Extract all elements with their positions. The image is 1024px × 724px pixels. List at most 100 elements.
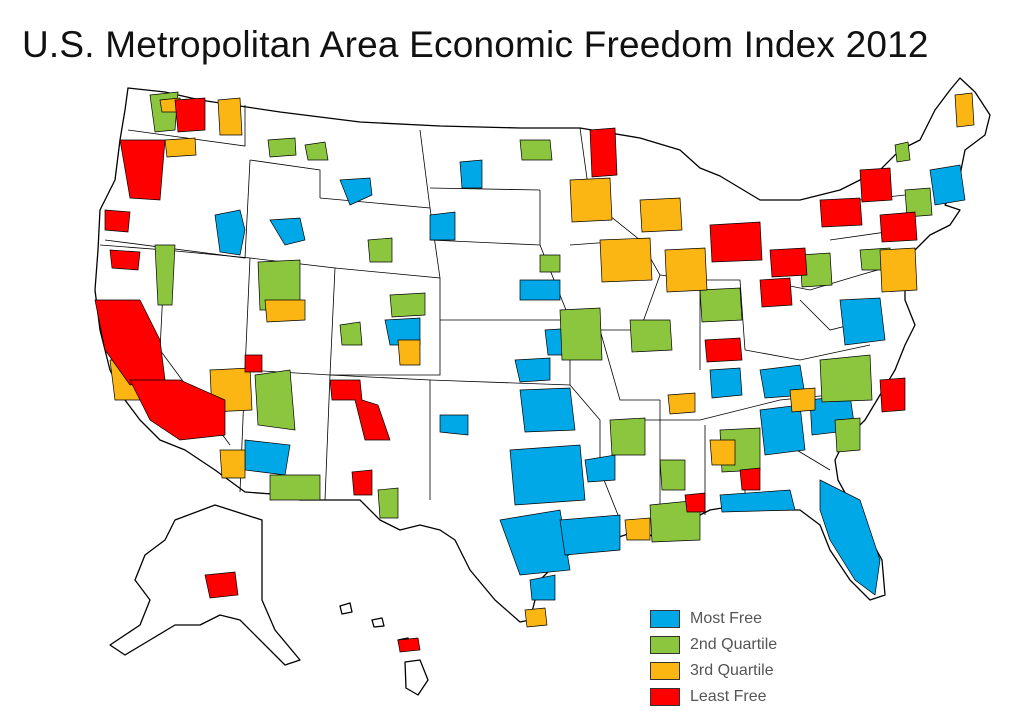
metro-iowa xyxy=(519,279,561,301)
metro-california-north xyxy=(109,249,141,271)
metro-ny-upstate xyxy=(904,187,933,218)
metro-minnesota-north xyxy=(589,127,618,178)
metro-kansas xyxy=(514,357,551,383)
metro-ohio-east xyxy=(769,247,808,278)
metro-arizona-east xyxy=(254,369,296,431)
legend-label: 3rd Quartile xyxy=(690,662,774,679)
metro-indiana-south xyxy=(704,337,743,363)
metro-regions xyxy=(94,91,975,653)
metro-wyoming xyxy=(367,237,393,263)
metro-colorado-north xyxy=(389,292,426,318)
legend-swatch xyxy=(650,662,680,680)
metro-new-mexico-red xyxy=(329,379,391,441)
metro-louisiana-west xyxy=(559,514,621,556)
metro-minnesota xyxy=(519,139,553,161)
metro-maine-north xyxy=(954,92,975,128)
metro-alabama-south xyxy=(624,517,651,541)
alaska-outline xyxy=(109,504,301,666)
metro-texas-north xyxy=(509,444,586,506)
metro-maryland xyxy=(879,377,906,413)
metro-wisconsin xyxy=(569,177,613,223)
metro-seattle xyxy=(174,97,206,133)
metro-virginia xyxy=(839,297,886,346)
metro-maine xyxy=(894,141,911,163)
metro-ohio xyxy=(699,287,743,323)
metro-arizona-south xyxy=(269,474,321,501)
metro-utah-south xyxy=(264,299,306,323)
metro-missouri-east xyxy=(559,307,603,361)
metro-kentucky xyxy=(759,277,793,308)
metro-new-york-west xyxy=(819,197,863,228)
least-free-metros xyxy=(94,97,918,653)
metro-ohio-south xyxy=(789,387,816,413)
metro-chicago xyxy=(709,221,763,263)
legend-item-least-free: Least Free xyxy=(650,684,850,710)
metro-illinois-north xyxy=(599,237,653,283)
metro-oregon-south xyxy=(104,209,131,233)
legend-item-3rd-quartile: 3rd Quartile xyxy=(650,658,850,684)
metro-arkansas xyxy=(584,454,616,483)
legend: Most Free 2nd Quartile 3rd Quartile Leas… xyxy=(650,606,850,710)
metro-new-york-north xyxy=(859,167,893,203)
metro-georgia-south xyxy=(709,439,736,466)
metro-idaho xyxy=(217,97,243,136)
metro-nevada-south xyxy=(244,354,263,373)
legend-label: 2nd Quartile xyxy=(690,636,778,653)
metro-nebraska xyxy=(539,254,561,273)
metro-florida xyxy=(819,479,881,596)
metro-nevada xyxy=(154,244,176,306)
hawaii-island-big xyxy=(404,659,429,696)
legend-label: Least Free xyxy=(690,688,767,705)
metro-idaho-east xyxy=(269,217,306,246)
metro-portland xyxy=(119,139,166,201)
hawaii-island-kauai xyxy=(339,602,353,615)
metro-texas-south xyxy=(529,574,556,601)
metro-los-angeles xyxy=(129,379,226,441)
metro-illinois xyxy=(629,319,673,353)
metro-oregon-east xyxy=(164,137,197,158)
metro-arkansas-east xyxy=(609,417,646,456)
metro-nd xyxy=(459,159,483,189)
metro-colorado-south xyxy=(397,339,421,366)
second-quartile-metros xyxy=(149,91,933,543)
legend-item-2nd-quartile: 2nd Quartile xyxy=(650,632,850,658)
metro-new-york-city xyxy=(879,211,918,243)
map-title: U.S. Metropolitan Area Economic Freedom … xyxy=(22,24,929,65)
metro-new-mexico xyxy=(339,321,363,346)
metro-arizona-sw xyxy=(219,449,246,479)
metro-south-carolina-red xyxy=(739,467,761,491)
metro-montana-central xyxy=(304,141,329,161)
metro-tennessee-east xyxy=(667,392,696,415)
metro-new-england xyxy=(929,164,966,206)
most-free-metros xyxy=(214,159,966,601)
metro-west-virginia xyxy=(799,252,833,288)
legend-swatch xyxy=(650,610,680,628)
metro-tennessee xyxy=(709,367,743,399)
metro-pennsylvania xyxy=(879,247,918,293)
metro-mississippi xyxy=(659,459,686,491)
metro-oklahoma xyxy=(439,414,469,436)
legend-swatch xyxy=(650,688,680,706)
metro-boise xyxy=(214,209,246,256)
metro-south-carolina xyxy=(834,417,861,453)
metro-texas-gulf xyxy=(499,509,571,576)
legend-item-most-free: Most Free xyxy=(650,606,850,632)
metro-virginia-west xyxy=(819,354,873,403)
metro-indiana xyxy=(664,247,708,293)
metro-mississippi-red xyxy=(684,492,706,513)
metro-texas-central xyxy=(519,387,576,433)
legend-label: Most Free xyxy=(690,610,763,627)
metro-texas-coast xyxy=(524,607,548,628)
metro-texas-west xyxy=(377,487,399,519)
metro-sd-west xyxy=(429,211,456,241)
legend-swatch xyxy=(650,636,680,654)
metro-alaska xyxy=(204,571,239,599)
metro-montana-east xyxy=(267,137,297,158)
metro-gulf-coast xyxy=(719,489,796,513)
metro-montana xyxy=(339,177,373,206)
metro-michigan xyxy=(639,197,683,233)
hawaii-island-oahu xyxy=(371,617,385,628)
metro-georgia xyxy=(759,404,806,456)
metro-hawaii xyxy=(397,637,421,653)
